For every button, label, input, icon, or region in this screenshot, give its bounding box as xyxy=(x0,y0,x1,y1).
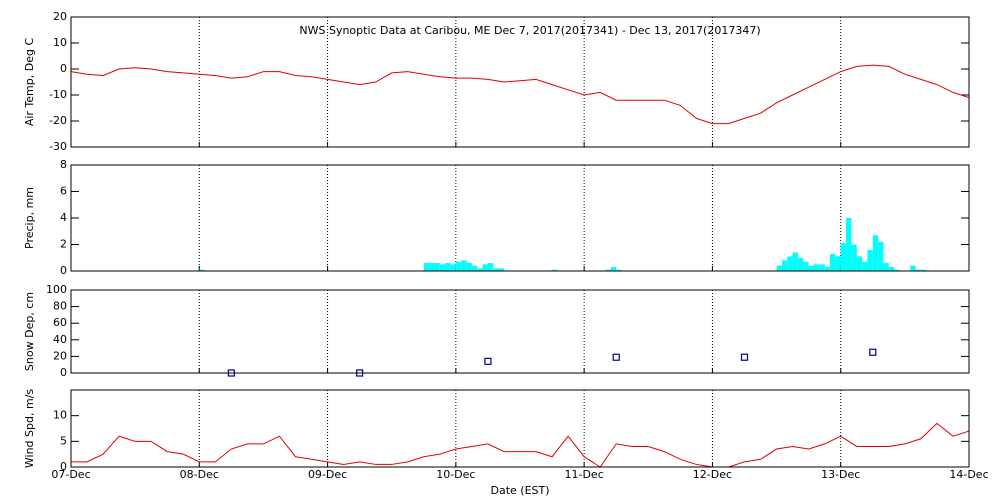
bar xyxy=(482,264,488,271)
bar xyxy=(455,261,462,271)
x-tick-label: 11-Dec xyxy=(565,468,604,481)
bar xyxy=(461,260,467,271)
bar xyxy=(487,263,494,271)
y-tick-label: -20 xyxy=(49,114,67,127)
x-tick-label: 12-Dec xyxy=(693,468,732,481)
y-tick-label: 0 xyxy=(60,62,67,75)
bar xyxy=(883,263,889,271)
y-tick-label: 5 xyxy=(60,434,67,447)
bar xyxy=(616,269,622,271)
y-tick-label: 0 xyxy=(60,366,67,379)
bar xyxy=(846,218,852,271)
bar xyxy=(429,263,435,271)
bar xyxy=(605,269,611,271)
x-tick-label: 08-Dec xyxy=(180,468,219,481)
bar xyxy=(824,267,831,271)
bar xyxy=(477,268,483,271)
bar xyxy=(434,263,440,271)
y-axis-label: Air Temp, Deg C xyxy=(23,38,36,127)
bar xyxy=(787,256,793,271)
bar xyxy=(910,265,916,271)
y-axis-label: Wind Spd, m/s xyxy=(23,389,36,469)
y-tick-label: 20 xyxy=(53,10,67,23)
bar xyxy=(920,269,927,271)
y-tick-label: 60 xyxy=(53,316,67,329)
y-tick-label: -10 xyxy=(49,88,67,101)
line xyxy=(71,422,970,468)
bar xyxy=(830,253,836,271)
bar xyxy=(878,241,884,271)
bar xyxy=(445,263,451,271)
x-tick-label: 13-Dec xyxy=(821,468,860,481)
y-tick-label: 0 xyxy=(60,460,67,473)
bar xyxy=(439,264,446,271)
y-tick-label: -30 xyxy=(49,140,67,153)
y-tick-label: 10 xyxy=(53,36,67,49)
y-tick-label: 20 xyxy=(53,349,67,362)
point xyxy=(484,357,492,365)
bar xyxy=(915,269,921,271)
bar xyxy=(888,267,895,271)
bar xyxy=(862,261,868,271)
bar xyxy=(819,264,825,271)
bar xyxy=(894,269,900,271)
x-tick-label: 14-Dec xyxy=(949,468,988,481)
point xyxy=(869,348,877,356)
y-tick-label: 100 xyxy=(46,283,67,296)
plot-frame xyxy=(70,164,970,272)
point xyxy=(740,353,749,361)
bar xyxy=(808,265,814,271)
bar xyxy=(851,244,857,271)
plot-frame xyxy=(70,16,970,148)
y-tick-label: 8 xyxy=(60,158,67,171)
bar xyxy=(423,263,430,271)
bar xyxy=(466,263,472,271)
y-tick-label: 6 xyxy=(60,185,67,198)
point xyxy=(612,353,620,361)
bar xyxy=(552,269,558,271)
bar xyxy=(498,268,504,271)
bar xyxy=(471,265,478,271)
bar xyxy=(797,257,804,271)
bar xyxy=(803,261,809,271)
line xyxy=(70,64,970,125)
bar xyxy=(872,235,879,271)
bar xyxy=(776,265,782,271)
bar xyxy=(450,264,456,271)
x-tick-label: 07-Dec xyxy=(51,468,90,481)
bar xyxy=(840,243,847,271)
bar xyxy=(781,260,788,271)
bar xyxy=(813,264,820,271)
bar xyxy=(199,269,205,271)
y-tick-label: 2 xyxy=(60,238,67,251)
chart-title: NWS Synoptic Data at Caribou, ME Dec 7, … xyxy=(299,24,760,37)
bar xyxy=(856,256,863,271)
y-tick-label: 10 xyxy=(53,409,67,422)
y-axis-label: Precip, mm xyxy=(23,187,36,249)
x-axis-label: Date (EST) xyxy=(490,484,549,497)
bar xyxy=(835,256,841,271)
x-tick-label: 09-Dec xyxy=(308,468,347,481)
y-tick-label: 4 xyxy=(60,211,67,224)
bar xyxy=(610,267,617,271)
bar xyxy=(493,268,499,271)
bar xyxy=(867,249,873,271)
y-tick-label: 80 xyxy=(53,300,67,313)
y-axis-label: Snow Dep, cm xyxy=(23,292,36,371)
bar xyxy=(792,252,798,271)
y-tick-label: 0 xyxy=(60,264,67,277)
y-tick-label: 40 xyxy=(53,333,67,346)
plot-frame xyxy=(70,389,970,468)
x-tick-label: 10-Dec xyxy=(436,468,475,481)
plot-frame xyxy=(70,289,970,374)
